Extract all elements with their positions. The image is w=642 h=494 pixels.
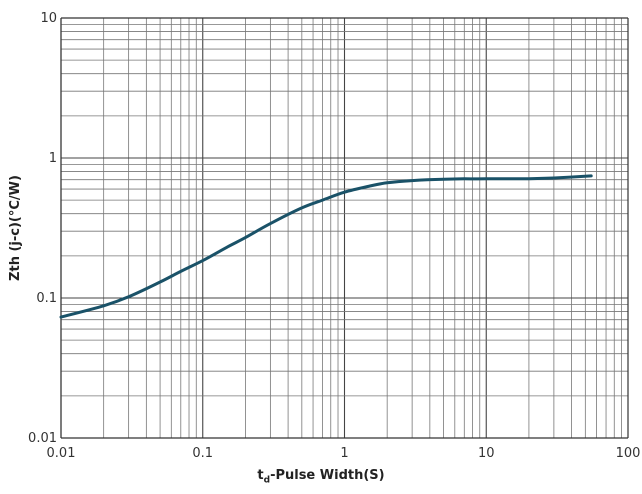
y-axis-label: Zth (j-c)(°C/W) [8, 175, 23, 281]
zth-curve [59, 174, 593, 319]
x-axis-label-subscript: d [263, 475, 271, 486]
x-tick-label: 0.01 [47, 446, 76, 461]
y-tick-label: 0.01 [28, 431, 57, 446]
x-tick-label: 10 [478, 446, 495, 461]
y-tick-label: 10 [40, 11, 57, 26]
x-tick-label: 1 [340, 446, 348, 461]
x-tick-label: 0.1 [192, 446, 213, 461]
y-tick-labels: 0.01 0.1 1 10 [28, 11, 57, 446]
y-tick-label: 1 [49, 151, 57, 166]
y-tick-label: 0.1 [36, 291, 57, 306]
x-tick-label: 100 [616, 446, 641, 461]
x-axis-label-main: t [257, 468, 264, 483]
x-axis-label: td-Pulse Width(S) [0, 468, 642, 486]
grid-lines [60, 17, 629, 439]
x-axis-label-rest: -Pulse Width(S) [270, 468, 385, 483]
x-tick-labels: 0.01 0.1 1 10 100 [47, 446, 641, 461]
